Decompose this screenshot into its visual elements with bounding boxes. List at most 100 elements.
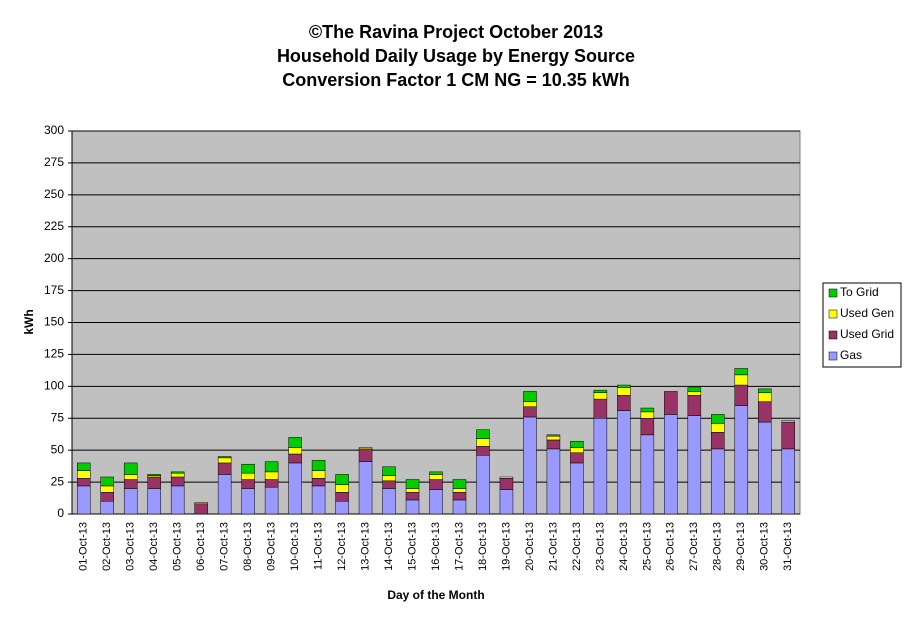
x-axis-title: Day of the Month — [387, 588, 484, 602]
bar-segment — [664, 391, 678, 415]
bar-segment — [570, 447, 584, 453]
bar-segment — [476, 429, 490, 439]
bar-segment — [123, 462, 138, 475]
legend-label: To Grid — [840, 285, 879, 299]
bar-segment — [781, 420, 796, 423]
bar-segment — [100, 485, 114, 493]
x-tick-label: 01-Oct-13 — [78, 522, 90, 571]
bar-segment — [76, 470, 91, 479]
bar-segment — [429, 479, 443, 490]
bar-segment — [382, 480, 396, 489]
y-tick-label: 250 — [44, 187, 64, 201]
bar-segment — [76, 478, 91, 487]
bar-segment — [405, 492, 420, 501]
bar-segment — [640, 411, 655, 419]
bar-segment — [241, 463, 255, 474]
x-tick-label: 27-Oct-13 — [688, 522, 700, 571]
bar-segment — [241, 472, 255, 480]
bar-segment — [100, 476, 114, 487]
bar-segment — [100, 492, 114, 502]
x-tick-label: 18-Oct-13 — [477, 522, 489, 571]
bar-segment — [452, 479, 467, 489]
bar-segment — [546, 434, 561, 437]
y-tick-label: 0 — [57, 506, 64, 520]
bar-segment — [734, 368, 749, 376]
bar-segment — [593, 389, 608, 393]
bar-segment — [288, 453, 302, 464]
bar-segment — [523, 391, 537, 402]
bar-segment — [170, 485, 185, 515]
x-tick-label: 21-Oct-13 — [547, 522, 559, 571]
bar-segment — [758, 421, 772, 515]
bar-segment — [170, 472, 185, 478]
y-tick-label: 225 — [44, 219, 64, 233]
bar-segment — [734, 374, 749, 386]
bar-segment — [570, 462, 584, 515]
x-tick-label: 28-Oct-13 — [712, 522, 724, 571]
bar-segment — [123, 474, 138, 480]
bar-segment — [593, 418, 608, 515]
bar-segment — [593, 392, 608, 400]
legend-swatch — [828, 288, 838, 298]
x-tick-label: 29-Oct-13 — [735, 522, 747, 571]
x-tick-label: 03-Oct-13 — [125, 522, 137, 571]
bar-segment — [76, 462, 91, 471]
bar-segment — [170, 476, 185, 487]
bar-segment — [335, 500, 349, 515]
bar-segment — [288, 437, 302, 448]
bar-segment — [523, 401, 537, 408]
x-tick-label: 22-Oct-13 — [571, 522, 583, 571]
x-tick-label: 10-Oct-13 — [289, 522, 301, 571]
bar-segment — [194, 503, 208, 515]
bar-segment — [546, 448, 561, 515]
bar-segment — [311, 460, 326, 471]
bar-segment — [100, 500, 114, 515]
bar-segment — [147, 476, 161, 489]
y-tick-label: 100 — [44, 379, 64, 393]
x-tick-label: 11-Oct-13 — [312, 522, 324, 570]
bar-segment — [711, 414, 725, 424]
bar-segment — [76, 485, 91, 515]
bar-segment — [311, 470, 326, 479]
bar-segment — [123, 479, 138, 489]
x-tick-label: 19-Oct-13 — [500, 522, 512, 571]
bar-segment — [335, 484, 349, 493]
bar-segment — [687, 391, 702, 396]
bar-segment — [617, 384, 631, 388]
bar-segment — [687, 387, 702, 392]
x-tick-label: 07-Oct-13 — [219, 522, 231, 571]
bar-segment — [217, 474, 232, 515]
bar-segment — [311, 478, 326, 487]
x-tick-label: 24-Oct-13 — [618, 522, 630, 571]
legend-label: Used Grid — [840, 327, 894, 341]
y-tick-label: 200 — [44, 251, 64, 265]
bar-segment — [758, 392, 772, 402]
chart-title: ©The Ravina Project October 2013 — [309, 22, 603, 42]
bar-segment — [264, 479, 279, 488]
bar-segment — [123, 488, 138, 515]
x-tick-label: 15-Oct-13 — [406, 522, 418, 571]
legend-swatch — [828, 309, 838, 319]
bar-segment — [405, 479, 420, 489]
x-tick-label: 30-Oct-13 — [759, 522, 771, 571]
bar-segment — [147, 488, 161, 515]
bar-segment — [452, 499, 467, 515]
bar-segment — [734, 405, 749, 515]
x-tick-label: 08-Oct-13 — [242, 522, 254, 571]
bar-segment — [617, 410, 631, 515]
bar-segment — [288, 447, 302, 455]
y-tick-label: 175 — [44, 283, 64, 297]
bar-segment — [452, 492, 467, 501]
y-axis-title: kWh — [22, 309, 36, 334]
bar-segment — [264, 461, 279, 473]
bar-segment — [429, 471, 443, 475]
chart-title: Household Daily Usage by Energy Source — [277, 46, 635, 66]
bar-segment — [452, 488, 467, 493]
chart-title: Conversion Factor 1 CM NG = 10.35 kWh — [282, 70, 630, 90]
bar-segment — [194, 502, 208, 505]
bar-segment — [217, 462, 232, 475]
bar-segment — [405, 499, 420, 515]
x-tick-label: 13-Oct-13 — [359, 522, 371, 571]
bar-segment — [781, 421, 796, 450]
